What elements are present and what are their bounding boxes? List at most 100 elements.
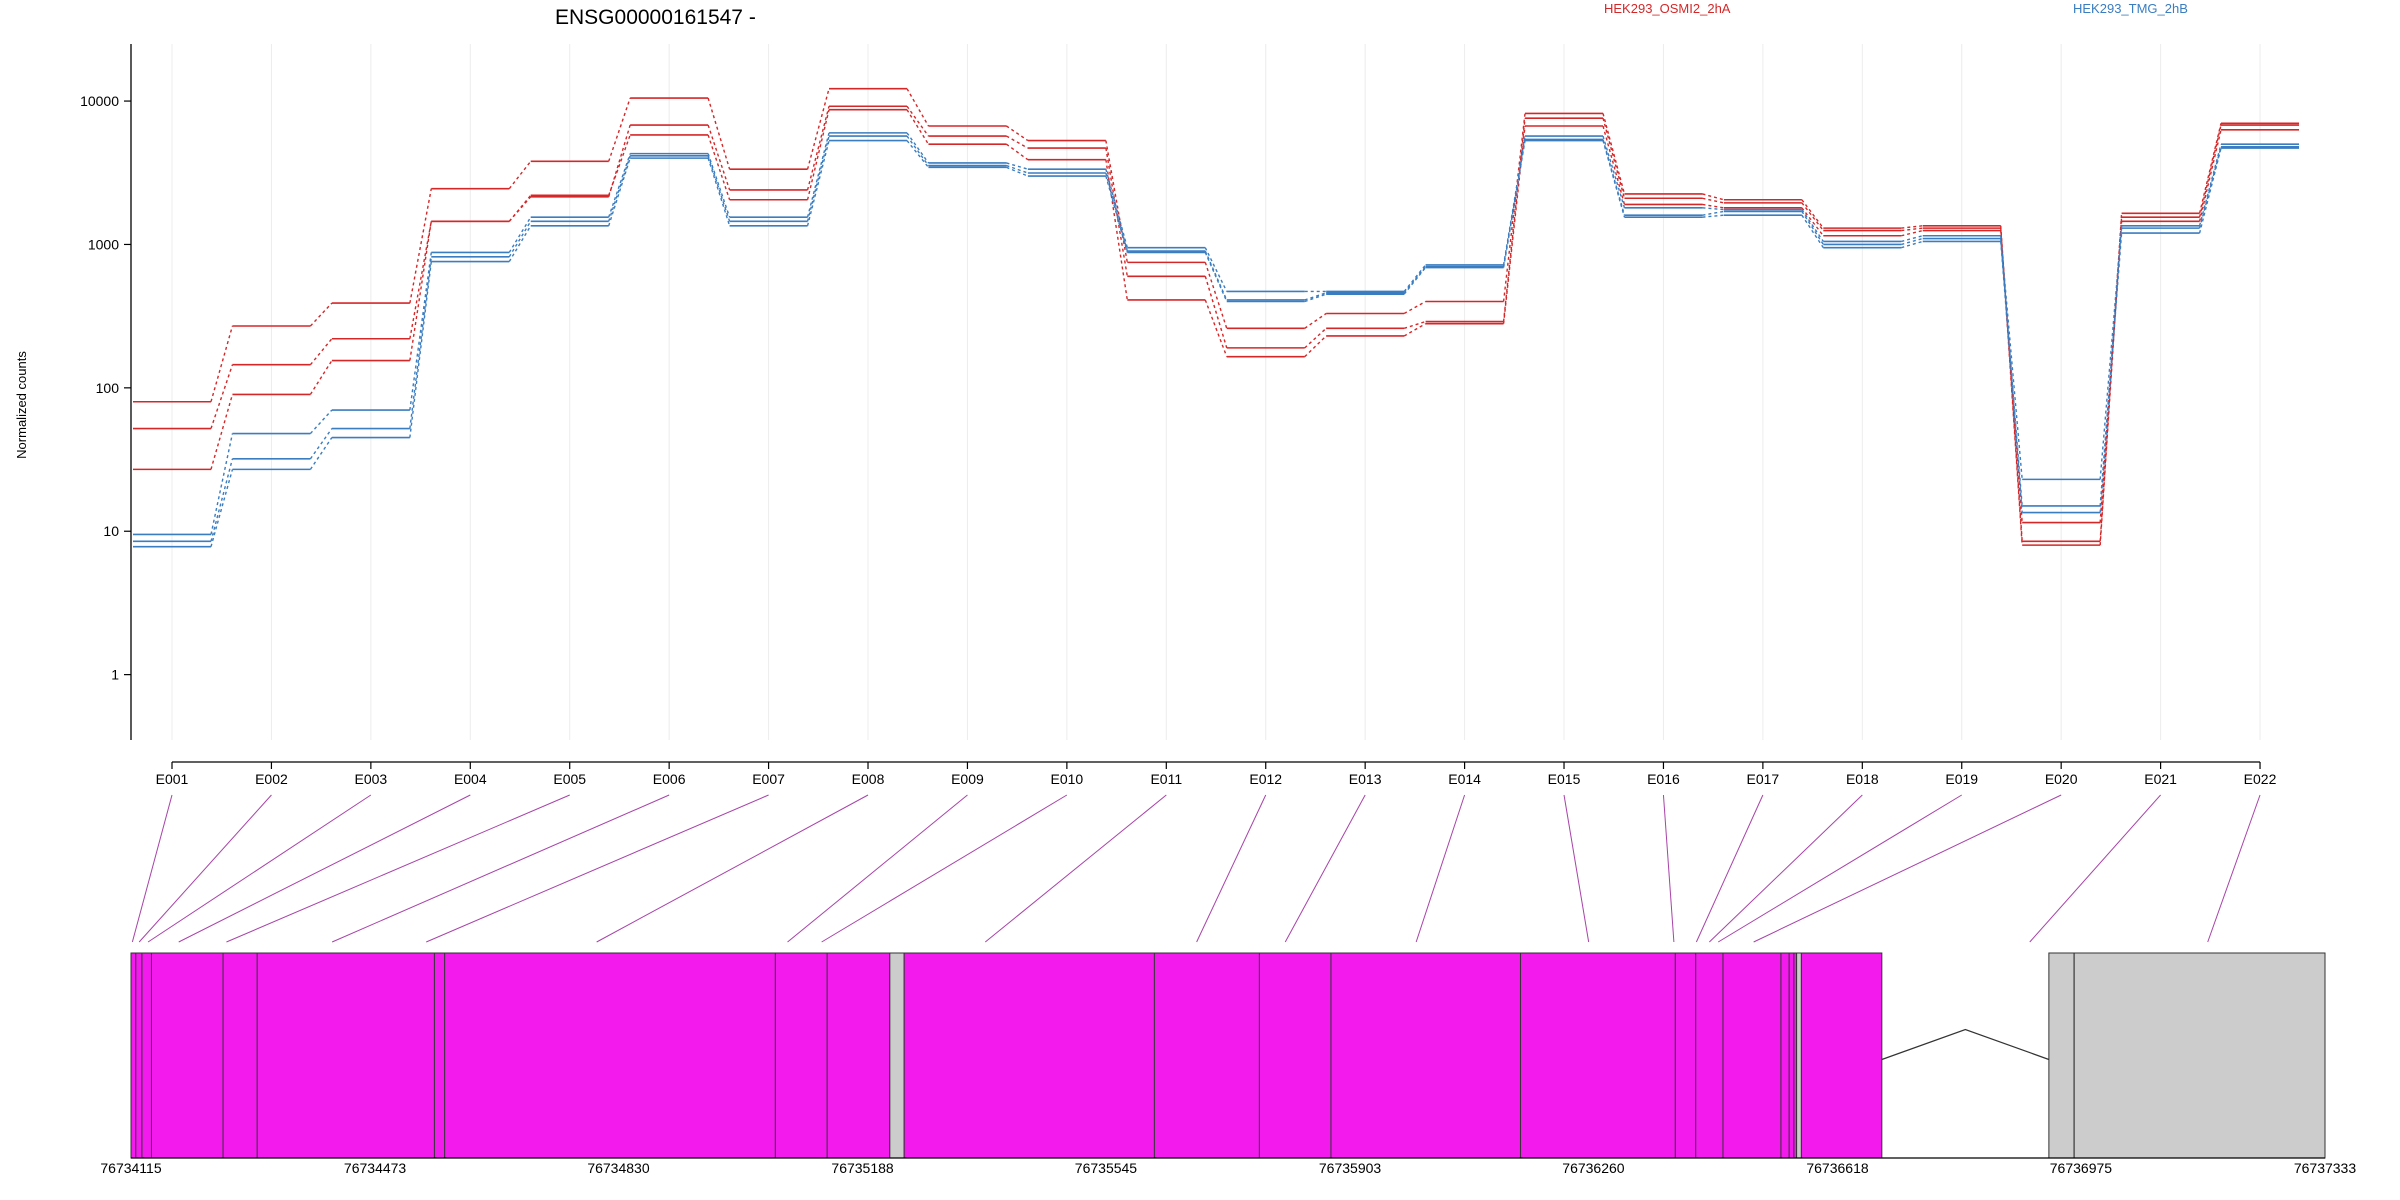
connector-E008 <box>906 109 930 145</box>
connector-E002 <box>309 428 333 460</box>
x-tick-label-E008: E008 <box>852 771 885 787</box>
connector-E018 <box>1901 227 1923 232</box>
connector-E007 <box>806 88 830 170</box>
y-tick-label-10000: 10000 <box>80 93 119 109</box>
exon-link-E008 <box>596 794 869 943</box>
connector-E009 <box>1006 164 1029 174</box>
connector-E004 <box>508 194 532 222</box>
connector-E021 <box>2198 124 2222 218</box>
exon-block-4 <box>1796 952 1802 1159</box>
connector-E008 <box>906 105 930 137</box>
coord-tick-label-8: 76736618 <box>1806 1160 1869 1176</box>
connector-E019 <box>2000 238 2023 507</box>
connector-E006 <box>707 157 731 226</box>
series-1-HEK293_OSMI2_2hA <box>133 87 2300 543</box>
x-tick-label-E011: E011 <box>1150 771 1182 787</box>
connector-E004 <box>508 220 532 258</box>
x-tick-label-E009: E009 <box>951 771 984 787</box>
y-axis-label: Normalized counts <box>14 351 29 459</box>
exon-link-E019 <box>1717 794 1962 943</box>
x-tick-label-E006: E006 <box>653 771 686 787</box>
connector-E015 <box>1602 139 1626 216</box>
connector-E016 <box>1702 210 1725 216</box>
x-tick-label-E016: E016 <box>1647 771 1680 787</box>
connector-E020 <box>2099 233 2123 513</box>
connector-E005 <box>608 157 631 226</box>
connector-E018 <box>1901 240 1923 249</box>
connector-E011 <box>1204 247 1228 292</box>
connector-E004 <box>508 225 532 262</box>
connector-E006 <box>707 124 731 191</box>
connector-E004 <box>508 160 532 190</box>
connector-E015 <box>1602 135 1626 209</box>
y-tick-label-1000: 1000 <box>88 236 119 252</box>
exon-link-lines <box>131 794 2261 943</box>
connector-E018 <box>1901 237 1923 246</box>
connector-E021 <box>2198 146 2222 229</box>
connector-E003 <box>409 256 432 429</box>
exon-link-E005 <box>226 794 570 943</box>
coord-tick-label-6: 76735903 <box>1319 1160 1382 1176</box>
connector-E002 <box>309 437 333 470</box>
connector-E013 <box>1403 300 1426 315</box>
connector-E018 <box>1901 225 1923 229</box>
x-tick-label-E020: E020 <box>2045 771 2078 787</box>
exon-block-6 <box>2048 952 2075 1159</box>
exon-link-E006 <box>331 794 670 943</box>
exon-link-E016 <box>1662 794 1675 943</box>
legend-entry-tmg: HEK293_TMG_2hB <box>2073 1 2188 16</box>
connector-E019 <box>2000 228 2023 546</box>
connector-E002 <box>309 338 333 366</box>
connector-E009 <box>1006 125 1029 142</box>
connector-E017 <box>1801 211 1824 245</box>
series-lines <box>133 87 2300 548</box>
connector-E013 <box>1403 266 1427 294</box>
connector-E018 <box>1901 229 1923 237</box>
connector-E006 <box>707 153 731 218</box>
exon-link-E007 <box>426 794 769 943</box>
exon-link-E013 <box>1284 794 1366 943</box>
connector-E019 <box>2000 235 2023 480</box>
connector-E003 <box>409 252 432 411</box>
connector-E017 <box>1801 209 1824 242</box>
connector-E015 <box>1602 117 1626 199</box>
connector-E019 <box>2000 225 2023 542</box>
vertical-gridlines <box>171 44 2261 740</box>
connector-E016 <box>1702 214 1724 218</box>
legend-entry-osmi2: HEK293_OSMI2_2hA <box>1604 1 1731 16</box>
x-tick-label-E007: E007 <box>752 771 785 787</box>
connector-E008 <box>906 88 930 127</box>
connector-E001 <box>210 433 234 535</box>
connector-E001 <box>210 364 234 429</box>
connector-E013 <box>1403 323 1426 337</box>
exon-link-E015 <box>1563 794 1590 943</box>
coord-tick-label-5: 76735545 <box>1075 1160 1138 1176</box>
connector-E006 <box>707 97 731 170</box>
connector-E008 <box>906 140 929 168</box>
connector-E003 <box>409 188 432 304</box>
exon-link-E022 <box>2207 794 2261 943</box>
exon-link-E011 <box>984 794 1167 943</box>
connector-E016 <box>1702 207 1724 211</box>
connector-E016 <box>1702 203 1724 209</box>
connector-E007 <box>806 135 830 222</box>
x-axis-exon-bins: E001 E002 E003 E004 E005 E006 E007 E008 E009 E010… <box>156 761 2277 787</box>
connector-E004 <box>508 216 532 253</box>
connector-E005 <box>608 97 631 162</box>
exon-link-E004 <box>178 794 471 943</box>
connector-E012 <box>1304 312 1327 329</box>
connector-E017 <box>1801 214 1824 249</box>
connector-E003 <box>409 221 432 339</box>
exon-link-E002 <box>138 794 272 943</box>
series-2-HEK293_OSMI2_2hA <box>133 105 2300 546</box>
exon-link-E010 <box>821 794 1068 943</box>
gene-model <box>130 952 2326 1159</box>
x-tick-label-E014: E014 <box>1448 771 1481 787</box>
connector-E009 <box>1006 143 1029 161</box>
connector-E018 <box>1901 235 1923 243</box>
connector-E001 <box>210 394 234 470</box>
connector-E017 <box>1801 199 1824 229</box>
exon-link-E003 <box>147 794 372 943</box>
connector-E012 <box>1304 292 1327 301</box>
